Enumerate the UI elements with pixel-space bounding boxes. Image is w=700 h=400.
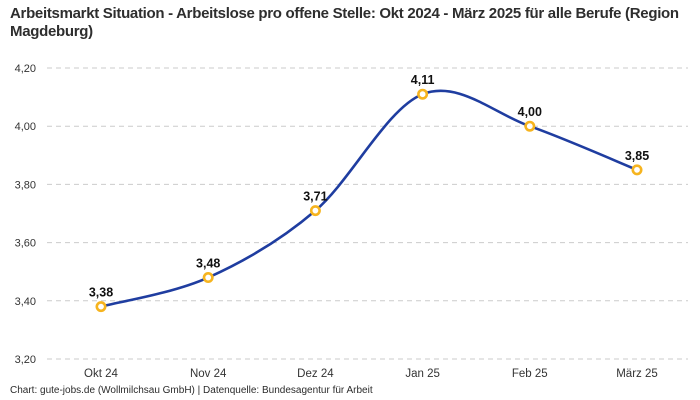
- data-point-label: 3,38: [89, 286, 113, 300]
- data-point-marker: [309, 205, 321, 217]
- x-axis-tick-label: Feb 25: [512, 368, 548, 380]
- y-axis-tick-label: 4,00: [15, 121, 36, 133]
- y-axis-tick-label: 3,80: [15, 179, 36, 191]
- y-axis-tick-label: 3,40: [15, 296, 36, 308]
- x-axis-tick-label: Nov 24: [190, 368, 227, 380]
- x-axis-tick-label: Dez 24: [297, 368, 334, 380]
- data-point-label: 3,48: [196, 257, 220, 271]
- data-point-label: 4,11: [411, 73, 435, 87]
- y-axis-tick-label: 3,20: [15, 354, 36, 366]
- data-point-label: 4,00: [518, 105, 542, 119]
- data-point-label: 3,85: [625, 149, 649, 163]
- data-point-marker: [417, 88, 429, 100]
- chart-credit: Chart: gute-jobs.de (Wollmilchsau GmbH) …: [10, 385, 373, 396]
- y-axis-tick-label: 3,60: [15, 238, 36, 250]
- data-point-marker: [524, 120, 536, 132]
- chart-title: Arbeitsmarkt Situation - Arbeitslose pro…: [10, 5, 679, 41]
- trend-line: [99, 89, 639, 308]
- data-point-marker: [631, 164, 643, 176]
- x-axis-tick-label: Okt 24: [84, 368, 118, 380]
- x-axis-tick-label: Jan 25: [405, 368, 440, 380]
- x-axis-tick-label: März 25: [616, 368, 658, 380]
- data-point-marker: [95, 301, 107, 313]
- data-point-label: 3,71: [303, 190, 327, 204]
- y-axis-tick-label: 4,20: [15, 63, 36, 75]
- data-point-marker: [202, 272, 214, 284]
